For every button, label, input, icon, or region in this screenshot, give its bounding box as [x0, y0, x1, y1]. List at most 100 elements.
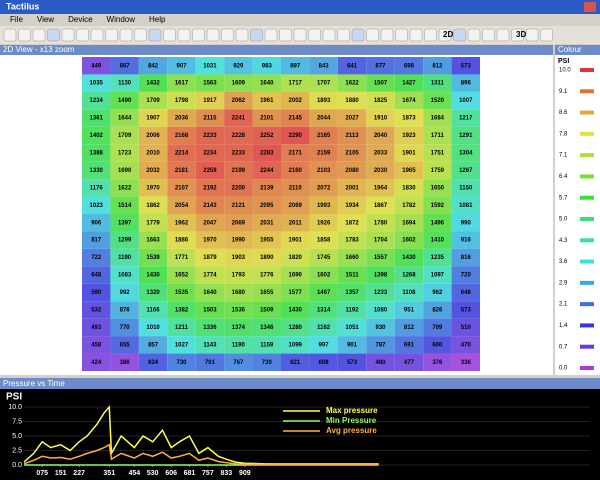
tool-button[interactable] [453, 28, 466, 42]
pressure-value: 1035 [90, 81, 104, 87]
pressure-cell [394, 161, 424, 180]
pressure-cell [252, 336, 281, 354]
tool-button[interactable] [395, 28, 408, 42]
pressure-value: 1031 [203, 63, 217, 69]
tool-button[interactable] [322, 28, 336, 42]
pressure-cell [337, 336, 367, 354]
tool-button[interactable] [119, 28, 133, 42]
pressure-value: 1539 [146, 255, 160, 261]
tool-button[interactable] [18, 28, 31, 42]
pressure-cell [82, 144, 111, 162]
close-button[interactable] [584, 2, 596, 12]
pressure-value: 1503 [203, 308, 217, 314]
tool-button[interactable] [90, 28, 104, 42]
menu-item[interactable]: Window [107, 15, 136, 24]
pressure-cell [451, 353, 480, 371]
pressure-value: 1192 [346, 308, 360, 314]
y-axis-label: PSI [6, 392, 22, 403]
pressure-cell [110, 266, 139, 284]
x-tick-label: 833 [221, 470, 233, 477]
tool-button[interactable] [380, 28, 394, 42]
tool-button[interactable] [525, 28, 539, 42]
tool-button[interactable] [148, 28, 162, 42]
view-title: 2D View - x13 zoom [3, 45, 75, 54]
tool-button[interactable] [105, 28, 118, 42]
pressure-value: 648 [461, 290, 472, 296]
x-tick-label: 757 [202, 470, 214, 477]
menu-item[interactable]: Device [68, 15, 93, 24]
pressure-value: 1382 [175, 308, 189, 314]
pressure-value: 2002 [289, 98, 303, 104]
pressure-value: 655 [120, 342, 131, 348]
pressure-value: 2107 [175, 185, 189, 191]
pressure-cell [138, 57, 168, 75]
tool-button[interactable] [61, 28, 75, 42]
pressure-cell [195, 266, 225, 284]
pressure-cell [366, 248, 395, 267]
menu-item[interactable]: File [10, 15, 23, 24]
pressure-cell [366, 196, 395, 214]
tool-button[interactable] [511, 28, 524, 42]
pressure-value: 336 [461, 360, 472, 366]
tool-button[interactable] [467, 28, 481, 42]
scale-label: 0.0 [559, 366, 568, 372]
tool-button[interactable] [76, 28, 89, 42]
tool-button[interactable] [279, 28, 292, 42]
pressure-cell [82, 301, 111, 319]
pressure-value: 1893 [317, 98, 331, 104]
pressure-value: 1709 [146, 98, 160, 104]
tool-button[interactable] [3, 28, 17, 42]
tool-button[interactable] [482, 28, 495, 42]
pressure-value: 1080 [374, 308, 388, 314]
pressure-cell [423, 301, 452, 319]
pressure-cell [138, 301, 168, 319]
menu-item[interactable]: Help [149, 15, 166, 24]
tool-button[interactable] [409, 28, 423, 42]
tool-button[interactable] [308, 28, 321, 42]
pressure-cell [451, 144, 480, 162]
pressure-value: 1820 [289, 255, 303, 261]
tool-button[interactable] [177, 28, 191, 42]
tool-button[interactable] [264, 28, 278, 42]
tool-button[interactable] [496, 28, 510, 42]
tool-button[interactable] [250, 28, 263, 42]
tool-button[interactable] [221, 28, 234, 42]
tool-button[interactable] [351, 28, 365, 42]
pressure-value: 1311 [431, 81, 445, 87]
tool-button[interactable] [32, 28, 46, 42]
scale-label: 1.4 [559, 323, 568, 329]
pressure-cell [252, 196, 281, 214]
tool-button[interactable] [134, 28, 147, 42]
tool-button[interactable] [366, 28, 379, 42]
scale-label: 5.0 [559, 217, 568, 223]
pressure-value: 1427 [402, 81, 416, 87]
pressure-cell [451, 57, 480, 75]
pressure-value: 1709 [118, 133, 132, 139]
tool-button[interactable] [337, 28, 350, 42]
pressure-cell [82, 196, 111, 214]
pressure-cell [309, 196, 338, 214]
pressure-cell [394, 126, 424, 145]
pressure-cell [167, 318, 196, 337]
tool-button[interactable] [192, 28, 205, 42]
tool-button[interactable] [235, 28, 249, 42]
tool-button[interactable] [438, 28, 452, 42]
tool-button[interactable] [206, 28, 220, 42]
pressure-value: 1083 [118, 273, 132, 279]
tool-button[interactable] [47, 28, 60, 42]
scale-swatch [580, 68, 594, 72]
tool-button[interactable] [540, 28, 553, 42]
tool-button[interactable] [424, 28, 437, 42]
pressure-value: 2011 [289, 220, 303, 226]
pressure-cell [394, 109, 424, 127]
pressure-value: 1830 [402, 185, 416, 191]
tool-button[interactable] [163, 28, 176, 42]
tool-button[interactable] [293, 28, 307, 42]
pressure-cell [337, 231, 367, 249]
pressure-cell [394, 74, 424, 92]
pressure-cell [82, 57, 111, 75]
x-tick-label: 681 [184, 470, 196, 477]
pressure-value: 1862 [146, 203, 160, 209]
menu-item[interactable]: View [37, 15, 54, 24]
pressure-value: 1825 [374, 98, 388, 104]
